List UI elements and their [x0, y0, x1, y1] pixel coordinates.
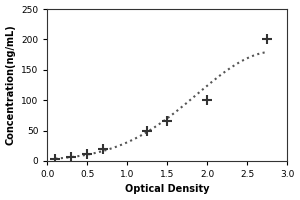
X-axis label: Optical Density: Optical Density — [125, 184, 210, 194]
Y-axis label: Concentration(ng/mL): Concentration(ng/mL) — [6, 25, 16, 145]
